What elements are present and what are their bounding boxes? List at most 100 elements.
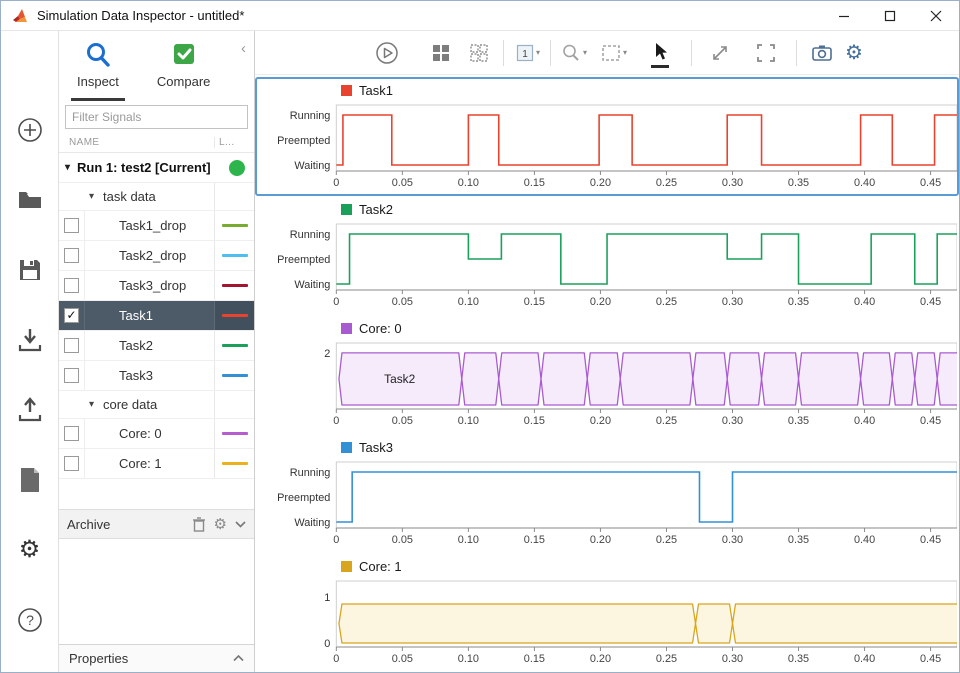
svg-text:0.30: 0.30: [722, 534, 743, 546]
signals-panel: ‹ Inspect Compare: [59, 31, 255, 672]
svg-text:0.15: 0.15: [524, 653, 545, 665]
signal-checkbox[interactable]: [64, 278, 79, 293]
svg-text:0.15: 0.15: [524, 296, 545, 308]
import-icon[interactable]: [15, 325, 45, 355]
snapshot-camera-icon[interactable]: [811, 38, 833, 68]
zoom-icon[interactable]: ▾: [561, 38, 587, 68]
svg-text:0.25: 0.25: [656, 415, 677, 427]
tree-expand-icon[interactable]: ▾: [65, 162, 71, 173]
expand-icon[interactable]: [710, 38, 730, 68]
maximize-icon: [884, 10, 896, 21]
svg-text:0.25: 0.25: [656, 653, 677, 665]
svg-text:0.40: 0.40: [854, 653, 875, 665]
plot-canvas[interactable]: 0 0.05 0.10 0.15 0.20 0.25 0.30 0.35 0.40 0.45 2 Ta…: [257, 339, 957, 431]
svg-text:0.15: 0.15: [524, 177, 545, 189]
open-folder-icon[interactable]: [15, 185, 45, 215]
signal-checkbox[interactable]: [64, 218, 79, 233]
signal-checkbox[interactable]: [64, 338, 79, 353]
tree-group-row[interactable]: ▾ core data: [59, 391, 254, 419]
subplot[interactable]: Task3 0 0.05 0.10 0.15 0.20 0.25 0.30 0.35 0.40 0…: [255, 434, 959, 553]
archive-bar[interactable]: Archive ⚙: [59, 509, 254, 539]
signal-checkbox[interactable]: [64, 426, 79, 441]
tree-expand-icon[interactable]: ▾: [89, 399, 95, 410]
properties-bar[interactable]: Properties: [59, 644, 254, 672]
signal-line-sample: [221, 314, 248, 317]
play-icon[interactable]: [375, 38, 399, 68]
close-button[interactable]: [913, 1, 959, 31]
subplot-legend: Task2: [257, 198, 957, 220]
signal-row[interactable]: Task2_drop: [59, 241, 254, 271]
maximize-button[interactable]: [867, 1, 913, 31]
trash-icon[interactable]: [192, 516, 206, 532]
svg-text:0: 0: [333, 653, 339, 665]
collapse-panel-icon[interactable]: ‹: [241, 40, 246, 57]
filter-signals-input[interactable]: [65, 105, 248, 129]
zoom-region-icon[interactable]: ▾: [601, 38, 627, 68]
export-icon[interactable]: [15, 395, 45, 425]
signal-line-sample: [221, 374, 248, 377]
tab-compare[interactable]: Compare: [151, 41, 216, 101]
svg-text:0.10: 0.10: [458, 653, 479, 665]
tree-group-row[interactable]: ▾ task data: [59, 183, 254, 211]
svg-text:0.35: 0.35: [788, 296, 809, 308]
signal-row[interactable]: ✓ Task1: [59, 301, 254, 331]
svg-text:Running: Running: [290, 229, 331, 241]
plot-canvas[interactable]: 0 0.05 0.10 0.15 0.20 0.25 0.30 0.35 0.40 0.45 Run…: [257, 220, 957, 312]
signal-line-sample: [221, 254, 248, 257]
subplot[interactable]: Task1 0 0.05 0.10 0.15 0.20 0.25 0.30 0.35 0.40 0…: [255, 77, 959, 196]
minimize-icon: [839, 15, 849, 17]
legend-label: Core: 1: [359, 558, 402, 574]
page-layout-icon[interactable]: 1 ▾: [516, 38, 540, 68]
svg-text:0.15: 0.15: [524, 534, 545, 546]
add-run-icon[interactable]: [15, 115, 45, 145]
plot-area: 1 ▾ ▾ ▾: [255, 31, 959, 672]
signal-row[interactable]: Core: 1: [59, 449, 254, 479]
signal-checkbox[interactable]: [64, 368, 79, 383]
help-icon[interactable]: ?: [15, 605, 45, 635]
fit-screen-icon[interactable]: [756, 38, 776, 68]
plot-canvas[interactable]: 0 0.05 0.10 0.15 0.20 0.25 0.30 0.35 0.40 0.45 Run…: [257, 101, 957, 193]
svg-text:0.40: 0.40: [854, 296, 875, 308]
svg-text:0.30: 0.30: [722, 415, 743, 427]
svg-text:Preempted: Preempted: [277, 254, 330, 266]
signal-label: Task2: [119, 338, 153, 353]
minimize-button[interactable]: [821, 1, 867, 31]
signal-checkbox[interactable]: [64, 248, 79, 263]
subplot-layout-icon[interactable]: [469, 38, 489, 68]
plot-toolbar: 1 ▾ ▾ ▾: [255, 31, 959, 75]
svg-text:1: 1: [522, 49, 528, 60]
subplot[interactable]: Core: 0 0 0.05 0.10 0.15 0.20 0.25 0.30 0.35 0.4…: [255, 315, 959, 434]
tab-compare-label: Compare: [156, 74, 211, 89]
svg-text:Running: Running: [290, 467, 331, 479]
compare-check-icon: [173, 44, 194, 64]
layout-grid-icon[interactable]: [431, 38, 451, 68]
plot-canvas[interactable]: 0 0.05 0.10 0.15 0.20 0.25 0.30 0.35 0.40 0.45 Run…: [257, 458, 957, 550]
save-icon[interactable]: [15, 255, 45, 285]
legend-swatch: [341, 322, 352, 334]
tab-inspect[interactable]: Inspect: [71, 41, 125, 101]
archive-gear-icon[interactable]: ⚙: [213, 515, 227, 533]
run-header-row[interactable]: ▾ Run 1: test2 [Current]: [59, 153, 254, 183]
signal-row[interactable]: Core: 0: [59, 419, 254, 449]
signal-checkbox[interactable]: [64, 456, 79, 471]
tree-expand-icon[interactable]: ▾: [89, 191, 95, 202]
signal-row[interactable]: Task3: [59, 361, 254, 391]
cursor-icon[interactable]: [651, 38, 670, 68]
report-icon[interactable]: [15, 465, 45, 495]
chevron-down-icon[interactable]: [235, 520, 246, 528]
signal-row[interactable]: Task3_drop: [59, 271, 254, 301]
signal-line-sample: [221, 344, 248, 347]
signal-row[interactable]: Task2: [59, 331, 254, 361]
svg-text:0.30: 0.30: [722, 296, 743, 308]
preferences-gear-icon[interactable]: ⚙: [18, 536, 41, 563]
signal-row[interactable]: Task1_drop: [59, 211, 254, 241]
svg-text:0.20: 0.20: [590, 534, 611, 546]
svg-text:0.45: 0.45: [920, 534, 941, 546]
titlebar: Simulation Data Inspector - untitled*: [1, 1, 959, 31]
plot-canvas[interactable]: 0 0.05 0.10 0.15 0.20 0.25 0.30 0.35 0.40 0.45 1 0: [257, 577, 957, 669]
signal-checkbox[interactable]: ✓: [64, 308, 79, 323]
settings-gear-icon[interactable]: ⚙: [845, 41, 863, 64]
legend-label: Core: 0: [359, 320, 402, 336]
subplot[interactable]: Task2 0 0.05 0.10 0.15 0.20 0.25 0.30 0.35 0.40 0…: [255, 196, 959, 315]
subplot[interactable]: Core: 1 0 0.05 0.10 0.15 0.20 0.25 0.30 0.35 0.4…: [255, 553, 959, 672]
